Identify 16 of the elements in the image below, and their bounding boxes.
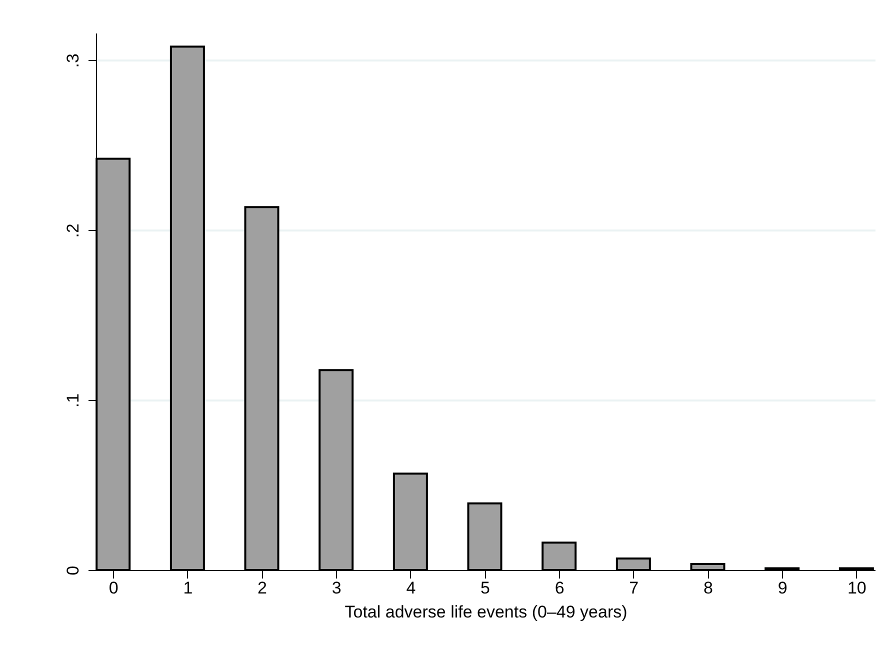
- y-tick-label: .2: [64, 224, 82, 238]
- x-tick-label: 10: [847, 578, 866, 598]
- x-tick-label: 6: [554, 578, 564, 598]
- x-tick-label: 1: [183, 578, 193, 598]
- x-tick-label: 0: [108, 578, 118, 598]
- y-tick-label: 0: [64, 566, 82, 576]
- x-tick-label: 2: [258, 578, 267, 598]
- x-tick-label: 9: [778, 578, 788, 598]
- y-tick-label: .3: [64, 54, 82, 68]
- y-tick-label: .1: [64, 393, 82, 408]
- x-tick-label: 8: [704, 578, 713, 598]
- x-tick-label: 4: [406, 578, 416, 598]
- x-tick-label: 5: [480, 578, 490, 598]
- x-axis-title: Total adverse life events (0–49 years): [344, 602, 628, 622]
- x-tick-label: 3: [332, 578, 342, 598]
- x-tick-label: 7: [629, 578, 639, 598]
